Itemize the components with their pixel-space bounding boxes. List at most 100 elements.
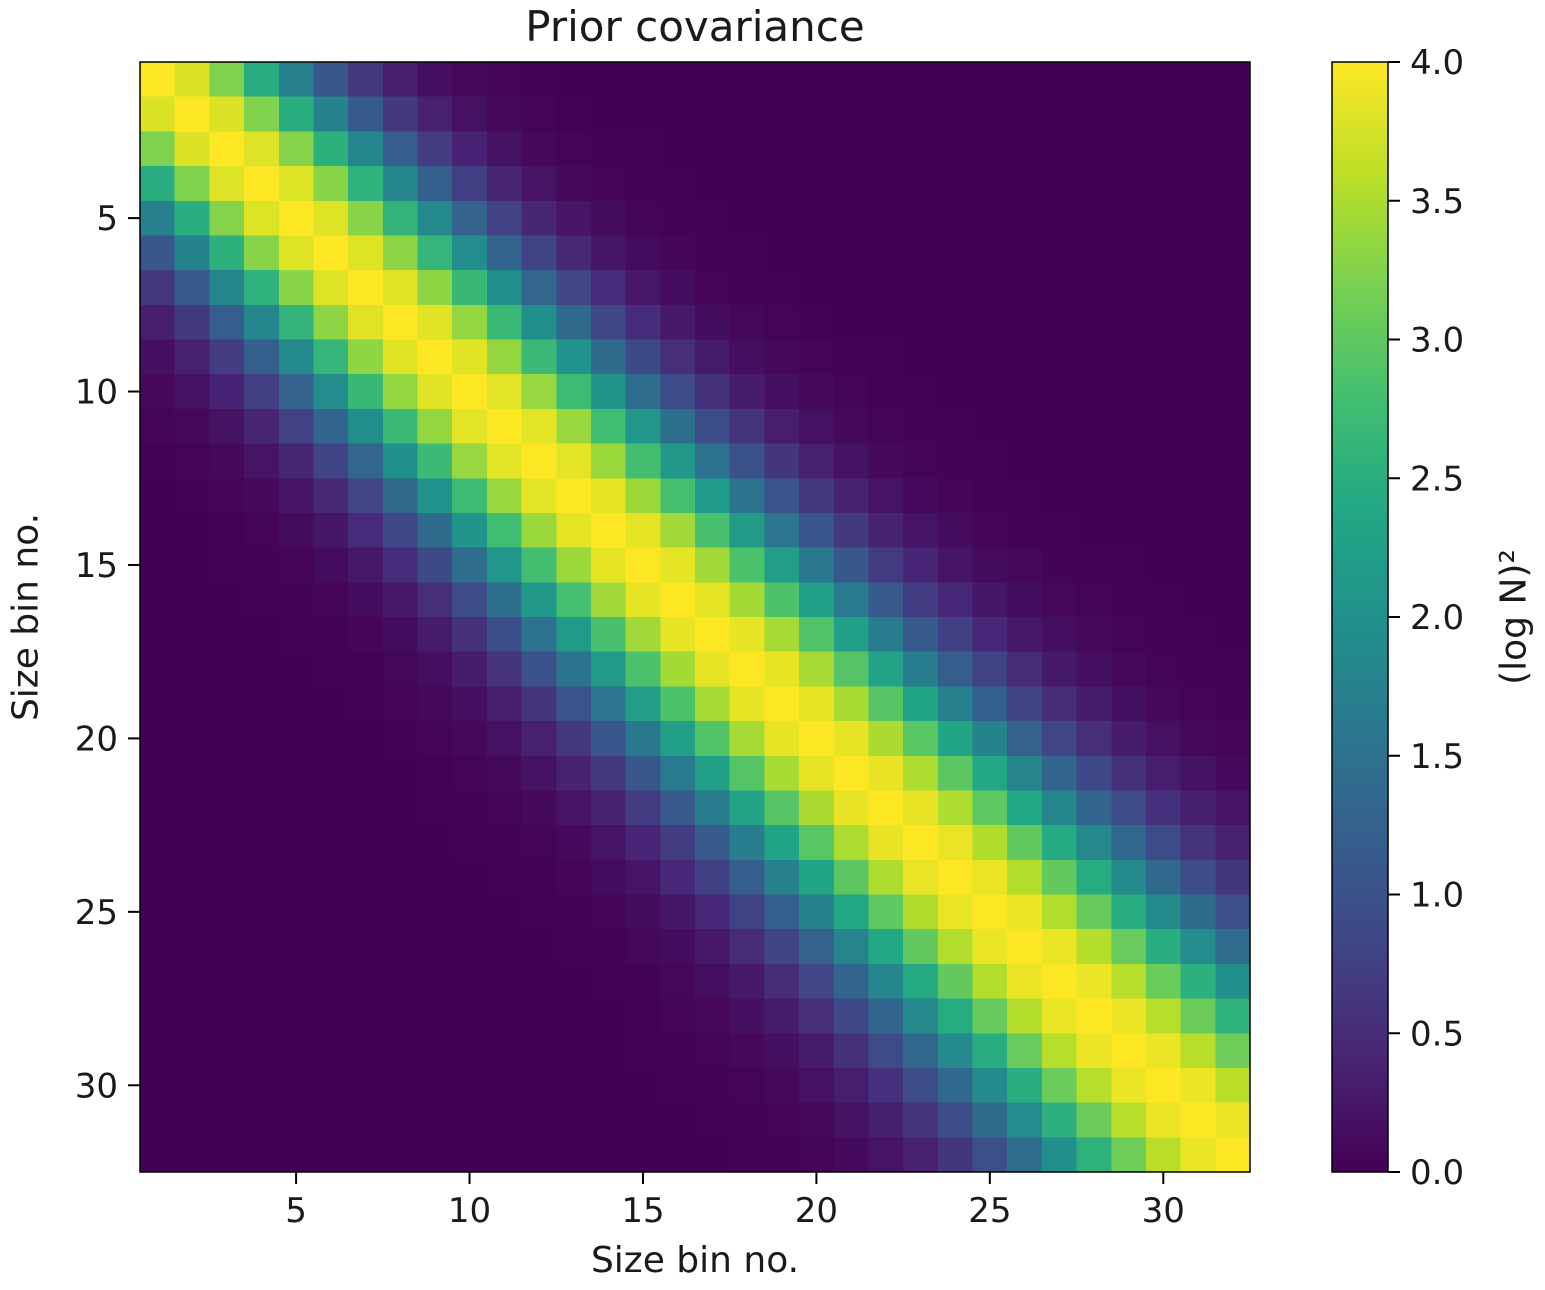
heatmap-cell <box>903 825 939 861</box>
heatmap-cell <box>1076 1102 1112 1138</box>
heatmap-cell <box>764 62 800 98</box>
heatmap-cell <box>486 1067 523 1104</box>
heatmap-cell <box>486 859 523 896</box>
heatmap-cell <box>1215 408 1251 445</box>
heatmap-cell <box>486 62 523 98</box>
heatmap-cell <box>1145 755 1182 792</box>
heatmap-cell <box>1215 721 1251 757</box>
heatmap-cell <box>486 304 523 341</box>
heatmap-cell <box>695 721 731 757</box>
x-tick-label: 25 <box>968 1191 1011 1231</box>
heatmap-cell <box>278 62 315 98</box>
heatmap-cell <box>348 582 384 618</box>
heatmap-cell <box>1180 408 1216 445</box>
heatmap-cell <box>695 894 731 930</box>
heatmap-cell <box>799 443 835 479</box>
heatmap-cell <box>1215 1033 1251 1069</box>
heatmap-cell <box>590 408 627 445</box>
heatmap-cell <box>174 443 210 479</box>
heatmap-cell <box>452 963 488 1000</box>
heatmap-cell <box>590 894 627 930</box>
heatmap-cell <box>972 582 1008 618</box>
heatmap-cell <box>1180 374 1216 410</box>
heatmap-cell <box>209 1137 245 1173</box>
heatmap-cell <box>556 408 592 445</box>
heatmap-cell <box>1007 1067 1043 1104</box>
heatmap-cell <box>764 859 800 896</box>
heatmap-cell <box>1180 1102 1216 1138</box>
heatmap-cell <box>1076 1033 1112 1069</box>
heatmap-cell <box>1041 270 1078 306</box>
heatmap-cell <box>590 651 627 687</box>
heatmap-cell <box>348 131 384 167</box>
heatmap-cell <box>937 478 974 514</box>
heatmap-cell <box>244 443 280 479</box>
heatmap-cell <box>382 1033 419 1069</box>
heatmap-cell <box>521 963 557 1000</box>
heatmap-cell <box>937 235 974 271</box>
heatmap-cell <box>209 131 245 167</box>
heatmap-cell <box>729 651 765 687</box>
heatmap-cell <box>382 408 419 445</box>
heatmap-cell <box>417 270 453 306</box>
heatmap-cell <box>1041 582 1078 618</box>
heatmap-cell <box>1007 270 1043 306</box>
heatmap-cell <box>729 131 765 167</box>
heatmap-cell <box>452 62 488 98</box>
heatmap-cell <box>174 651 210 687</box>
heatmap-cell <box>348 686 384 722</box>
heatmap-cell <box>660 443 696 479</box>
heatmap-cell <box>1180 200 1216 237</box>
heatmap-cell <box>278 200 315 237</box>
heatmap-cell <box>278 859 315 896</box>
heatmap-cell <box>244 894 280 930</box>
heatmap-cell <box>937 339 974 375</box>
heatmap-cell <box>1111 963 1147 1000</box>
heatmap-cell <box>833 790 870 826</box>
heatmap-cell <box>590 859 627 896</box>
heatmap-cell <box>799 963 835 1000</box>
heatmap-cell <box>868 790 904 826</box>
heatmap-cell <box>1041 512 1078 549</box>
heatmap-cell <box>1180 270 1216 306</box>
heatmap-cell <box>244 825 280 861</box>
heatmap-cell <box>799 408 835 445</box>
heatmap-cell <box>1145 1137 1182 1173</box>
heatmap-cell <box>972 1033 1008 1069</box>
heatmap-cell <box>313 963 349 1000</box>
heatmap-cell <box>937 304 974 341</box>
heatmap-cell <box>868 617 904 653</box>
heatmap-cell <box>278 374 315 410</box>
heatmap-cell <box>972 651 1008 687</box>
heatmap-cell <box>382 825 419 861</box>
heatmap-cell <box>625 1033 661 1069</box>
heatmap-cell <box>1007 512 1043 549</box>
heatmap-cell <box>140 478 176 514</box>
heatmap-cell <box>1145 651 1182 687</box>
heatmap-cell <box>209 1067 245 1104</box>
heatmap-cell <box>486 1033 523 1069</box>
y-tick-label: 15 <box>75 546 118 586</box>
heatmap-cell <box>833 443 870 479</box>
heatmap-cell <box>486 929 523 965</box>
heatmap-cell <box>868 1067 904 1104</box>
heatmap-cell <box>660 374 696 410</box>
heatmap-cell <box>486 478 523 514</box>
heatmap-cell <box>764 166 800 202</box>
heatmap-cell <box>764 96 800 132</box>
heatmap-cell <box>1041 62 1078 98</box>
heatmap-cell <box>556 270 592 306</box>
heatmap-cell <box>244 686 280 722</box>
heatmap-cell <box>660 651 696 687</box>
heatmap-cell <box>625 339 661 375</box>
heatmap-cell <box>903 304 939 341</box>
heatmap-cell <box>937 1137 974 1173</box>
heatmap-cell <box>278 582 315 618</box>
heatmap-cell <box>695 617 731 653</box>
heatmap-cell <box>244 512 280 549</box>
heatmap-cell <box>417 547 453 583</box>
heatmap-cell <box>452 131 488 167</box>
heatmap-cell <box>1145 408 1182 445</box>
heatmap-cell <box>244 304 280 341</box>
heatmap-cell <box>833 408 870 445</box>
